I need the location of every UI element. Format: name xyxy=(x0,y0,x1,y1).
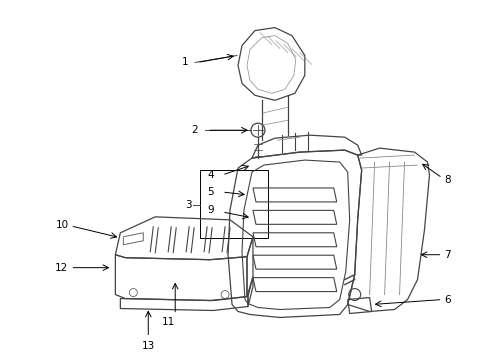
Text: 6: 6 xyxy=(444,294,450,305)
Text: 11: 11 xyxy=(161,318,175,328)
Text: 10: 10 xyxy=(55,220,68,230)
Text: 3: 3 xyxy=(185,200,192,210)
Text: 8: 8 xyxy=(444,175,450,185)
Text: 1: 1 xyxy=(181,58,188,67)
Text: 5: 5 xyxy=(207,187,213,197)
Text: 13: 13 xyxy=(142,341,155,351)
Text: 9: 9 xyxy=(207,205,213,215)
Text: 7: 7 xyxy=(444,250,450,260)
Text: 2: 2 xyxy=(191,125,198,135)
Text: 4: 4 xyxy=(207,170,213,180)
Text: 12: 12 xyxy=(55,263,68,273)
